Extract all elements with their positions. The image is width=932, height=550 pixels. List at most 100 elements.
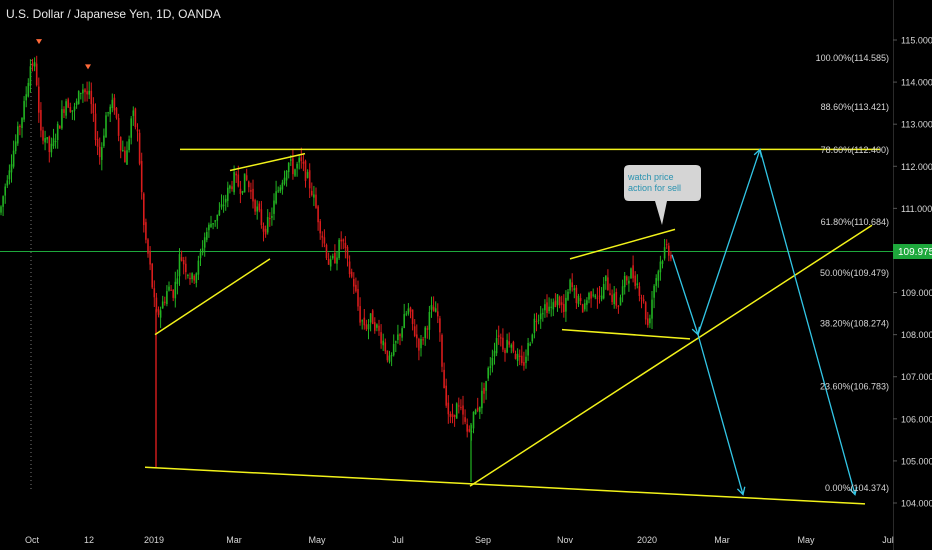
candle-body <box>109 106 111 115</box>
candle-body <box>302 161 305 164</box>
candle-body <box>12 150 15 167</box>
candle-body <box>365 324 368 330</box>
candle-body <box>514 353 517 359</box>
candle-body <box>621 286 624 296</box>
price-tick-label: 113.000 <box>901 120 932 130</box>
candle-body <box>434 308 437 312</box>
candle-body <box>235 173 237 176</box>
candle-body <box>69 106 72 112</box>
candle-body <box>201 248 204 253</box>
plot-area[interactable]: 100.00%(114.585) 88.60%(113.421) 78.60%(11… <box>0 39 893 505</box>
trendline-upper-channel-2020[interactable] <box>569 228 676 260</box>
trendline-lower-channel-2020[interactable] <box>561 328 691 340</box>
trendline-upper-wedge-2019[interactable] <box>229 152 306 172</box>
candle-body <box>546 302 548 314</box>
fib-level-label: 61.80%(110.684) <box>821 217 889 227</box>
candle-body <box>35 63 38 86</box>
candle-body <box>430 305 433 310</box>
candle-body <box>552 302 555 310</box>
candle-body <box>374 322 376 331</box>
candle-body <box>649 318 651 324</box>
candle-body <box>464 417 466 422</box>
candle-body <box>46 137 48 140</box>
candle-body <box>353 278 355 287</box>
candle-body <box>626 276 628 281</box>
trendline-bottom-support[interactable] <box>144 466 866 505</box>
candle-body <box>569 279 571 291</box>
annotation-callout[interactable]: watch price action for sell <box>624 165 701 225</box>
fib-level-label: 50.00%(109.479) <box>820 268 889 278</box>
time-tick-label: Nov <box>557 535 574 545</box>
projection-path-b[interactable] <box>697 334 744 495</box>
candle-body <box>420 338 422 349</box>
candle-body <box>33 62 36 67</box>
candle-body <box>40 109 42 131</box>
candle-body <box>571 282 573 288</box>
candle-body <box>598 295 601 297</box>
candle-body <box>500 337 502 339</box>
time-tick-label: 12 <box>84 535 94 545</box>
candle-body <box>336 257 338 264</box>
candle-body <box>178 254 181 277</box>
candle-body <box>512 341 515 352</box>
projection-path-a[interactable] <box>671 254 699 335</box>
time-tick-label: Jul <box>882 535 894 545</box>
candle-body <box>168 286 170 291</box>
candle-body <box>342 239 345 242</box>
candle-body <box>6 180 9 186</box>
candle-body <box>615 292 618 306</box>
candle-body <box>619 297 622 306</box>
time-tick-label: May <box>308 535 326 545</box>
candle-body <box>294 169 296 176</box>
projection-arrows[interactable] <box>671 148 858 496</box>
candle-body <box>497 335 500 337</box>
candle-body <box>313 194 315 198</box>
candle-body <box>216 214 219 221</box>
time-axis[interactable]: Oct 12 2019 Mar May Jul Sep Nov 2020 Mar May Jul <box>25 535 894 545</box>
projection-path-a[interactable] <box>697 149 761 335</box>
candle-body <box>180 257 183 261</box>
candle-body <box>586 300 588 305</box>
candle-body <box>82 89 84 94</box>
candle-body <box>308 170 311 189</box>
candle-body <box>390 355 393 357</box>
price-tick-label: 111.000 <box>901 204 932 214</box>
candle-body <box>369 313 372 323</box>
trendline-lower-wedge-2019[interactable] <box>154 258 271 336</box>
candle-body <box>23 101 25 120</box>
candle-body <box>126 150 128 165</box>
candle-body <box>563 303 565 312</box>
candle-body <box>73 106 76 111</box>
candle-body <box>642 299 645 302</box>
current-price-value: 109.975 <box>898 247 932 258</box>
candle-body <box>439 318 441 333</box>
candle-body <box>516 353 519 361</box>
candle-body <box>84 89 86 93</box>
candle-body <box>657 271 660 281</box>
fib-level-label: 0.00%(104.374) <box>825 483 889 493</box>
candle-body <box>403 314 405 329</box>
projection-path-a[interactable] <box>759 149 856 495</box>
candle-body <box>281 182 284 190</box>
price-axis[interactable]: 115.000114.000113.000112.000111.000110.0… <box>893 0 932 550</box>
candle-body <box>474 409 477 415</box>
candle-body <box>468 429 471 432</box>
price-tick-label: 104.000 <box>901 499 932 509</box>
candle-body <box>275 191 277 204</box>
trendline-rising-support[interactable] <box>469 224 873 487</box>
candle-body <box>315 194 317 208</box>
candle-body <box>537 319 540 321</box>
candle-body <box>558 296 561 306</box>
candle-body <box>487 367 489 379</box>
candle-body <box>63 109 65 113</box>
candle-body <box>323 237 326 244</box>
candle-body <box>285 170 288 181</box>
candle-body <box>252 188 254 202</box>
candle-body <box>378 325 380 331</box>
trendlines[interactable] <box>144 148 880 505</box>
candle-body <box>493 350 496 357</box>
candle-body <box>407 308 410 314</box>
time-tick-label: Oct <box>25 535 40 545</box>
